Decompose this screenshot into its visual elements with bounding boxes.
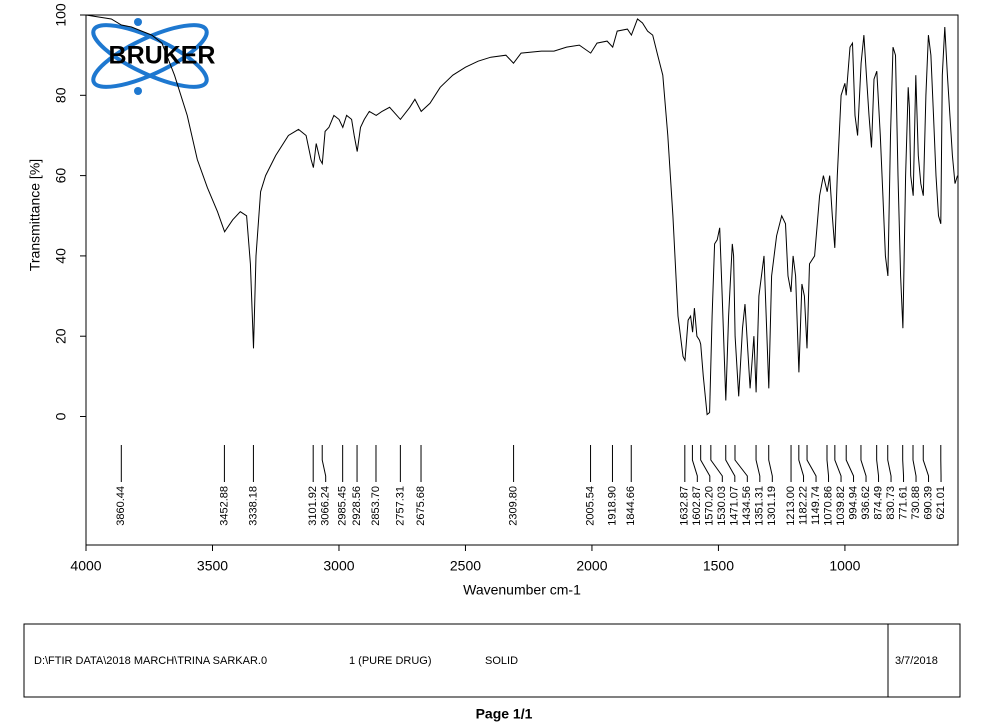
peak-label: 1070.86	[822, 486, 834, 526]
logo-dot	[134, 18, 142, 26]
x-tick-label: 2000	[576, 558, 607, 574]
peak-marker	[806, 445, 817, 482]
footer-state: SOLID	[485, 655, 518, 667]
peak-marker	[798, 445, 805, 482]
peak-label: 1632.87	[679, 486, 691, 526]
peak-label: 994.94	[847, 486, 859, 520]
peak-label: 2757.31	[394, 486, 406, 526]
peak-label: 3101.92	[307, 486, 319, 526]
peak-marker	[902, 445, 905, 482]
peak-label: 1213.00	[785, 486, 797, 526]
peak-label: 1434.56	[741, 486, 753, 526]
peak-label: 1039.82	[835, 486, 847, 526]
logo-text: BRUKER	[109, 42, 216, 70]
peak-label: 936.62	[860, 486, 872, 520]
peak-label: 730.88	[910, 486, 922, 520]
y-tick-label: 40	[53, 248, 69, 264]
y-tick-label: 60	[53, 168, 69, 184]
peak-label: 1570.20	[704, 486, 716, 526]
peak-marker	[321, 445, 327, 482]
peak-label: 3452.88	[218, 486, 230, 526]
peak-marker	[768, 445, 773, 482]
peak-label: 3338.18	[247, 486, 259, 526]
peak-marker	[912, 445, 917, 482]
x-axis-label: Wavenumber cm-1	[463, 582, 581, 598]
page-number: Page 1/1	[476, 706, 533, 722]
x-tick-label: 1500	[703, 558, 734, 574]
peak-marker	[755, 445, 761, 482]
y-tick-label: 0	[53, 412, 69, 420]
peak-label: 1149.74	[810, 486, 822, 525]
peak-label: 1301.19	[766, 486, 778, 526]
peak-marker	[887, 445, 892, 482]
peak-marker	[734, 445, 748, 482]
logo-dot	[134, 87, 142, 95]
plot-frame	[85, 14, 959, 546]
y-axis-label: Transmittance [%]	[27, 159, 43, 271]
footer-sample: 1 (PURE DRUG)	[349, 655, 432, 667]
footer-box	[23, 623, 961, 698]
peak-label: 1471.07	[729, 486, 741, 526]
peak-label: 1530.03	[716, 486, 728, 526]
x-tick-label: 2500	[450, 558, 481, 574]
peak-label: 1602.87	[691, 486, 703, 526]
peak-marker	[826, 445, 830, 482]
x-tick-label: 3000	[323, 558, 354, 574]
peak-marker	[922, 445, 930, 482]
peak-label: 2985.45	[337, 486, 349, 526]
peak-label: 874.49	[872, 486, 884, 520]
logo: BRUKER	[91, 18, 216, 95]
peak-label: 2675.68	[415, 486, 427, 526]
spectrum-line	[85, 14, 958, 416]
footer-file: D:\FTIR DATA\2018 MARCH\TRINA SARKAR.0	[34, 655, 267, 667]
peak-label: 2928.56	[351, 486, 363, 526]
peak-label: 690.39	[922, 486, 934, 520]
peak-label: 621.01	[935, 486, 947, 520]
logo-orbit	[91, 23, 209, 89]
peak-label: 830.73	[885, 486, 897, 520]
peak-marker	[710, 445, 723, 482]
peak-label: 1844.66	[625, 486, 637, 526]
peak-label: 1182.22	[797, 486, 809, 525]
peak-marker	[860, 445, 867, 482]
x-tick-label: 1000	[829, 558, 860, 574]
y-tick-label: 20	[53, 328, 69, 344]
x-tick-label: 3500	[197, 558, 228, 574]
peak-label: 3066.24	[320, 486, 332, 526]
x-tick-label: 4000	[70, 558, 101, 574]
peak-marker	[691, 445, 698, 482]
peak-label: 2005.54	[584, 486, 596, 526]
y-tick-label: 80	[53, 87, 69, 103]
peak-label: 2853.70	[370, 486, 382, 526]
y-tick-label: 100	[53, 3, 69, 27]
peak-marker	[876, 445, 880, 482]
peak-marker	[845, 445, 855, 482]
peak-marker	[700, 445, 711, 482]
peak-label: 2309.80	[507, 486, 519, 526]
peak-label: 771.61	[897, 486, 909, 520]
footer-date: 3/7/2018	[895, 655, 938, 667]
peak-marker	[725, 445, 736, 482]
peak-label: 1351.31	[754, 486, 766, 526]
peak-marker	[834, 445, 842, 482]
peak-label: 3860.44	[115, 486, 127, 526]
peak-label: 1918.90	[606, 486, 618, 526]
